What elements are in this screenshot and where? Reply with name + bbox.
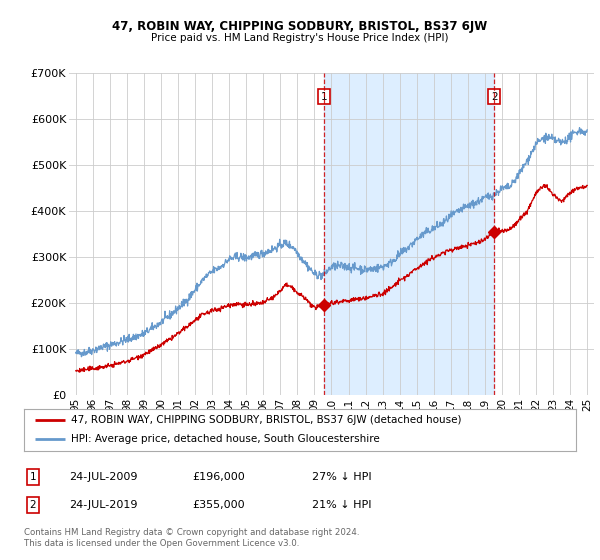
- Text: £355,000: £355,000: [192, 500, 245, 510]
- Text: 2: 2: [29, 500, 37, 510]
- Text: £196,000: £196,000: [192, 472, 245, 482]
- Text: 24-JUL-2019: 24-JUL-2019: [69, 500, 137, 510]
- Text: 24-JUL-2009: 24-JUL-2009: [69, 472, 137, 482]
- Text: Price paid vs. HM Land Registry's House Price Index (HPI): Price paid vs. HM Land Registry's House …: [151, 33, 449, 43]
- Text: 2: 2: [491, 92, 497, 102]
- Text: 47, ROBIN WAY, CHIPPING SODBURY, BRISTOL, BS37 6JW (detached house): 47, ROBIN WAY, CHIPPING SODBURY, BRISTOL…: [71, 415, 461, 425]
- Text: HPI: Average price, detached house, South Gloucestershire: HPI: Average price, detached house, Sout…: [71, 435, 380, 445]
- Text: Contains HM Land Registry data © Crown copyright and database right 2024.
This d: Contains HM Land Registry data © Crown c…: [24, 528, 359, 548]
- Text: 21% ↓ HPI: 21% ↓ HPI: [312, 500, 371, 510]
- Text: 1: 1: [29, 472, 37, 482]
- Text: 47, ROBIN WAY, CHIPPING SODBURY, BRISTOL, BS37 6JW: 47, ROBIN WAY, CHIPPING SODBURY, BRISTOL…: [112, 20, 488, 34]
- Bar: [324, 73, 494, 395]
- Text: 1: 1: [320, 92, 327, 102]
- Text: 27% ↓ HPI: 27% ↓ HPI: [312, 472, 371, 482]
